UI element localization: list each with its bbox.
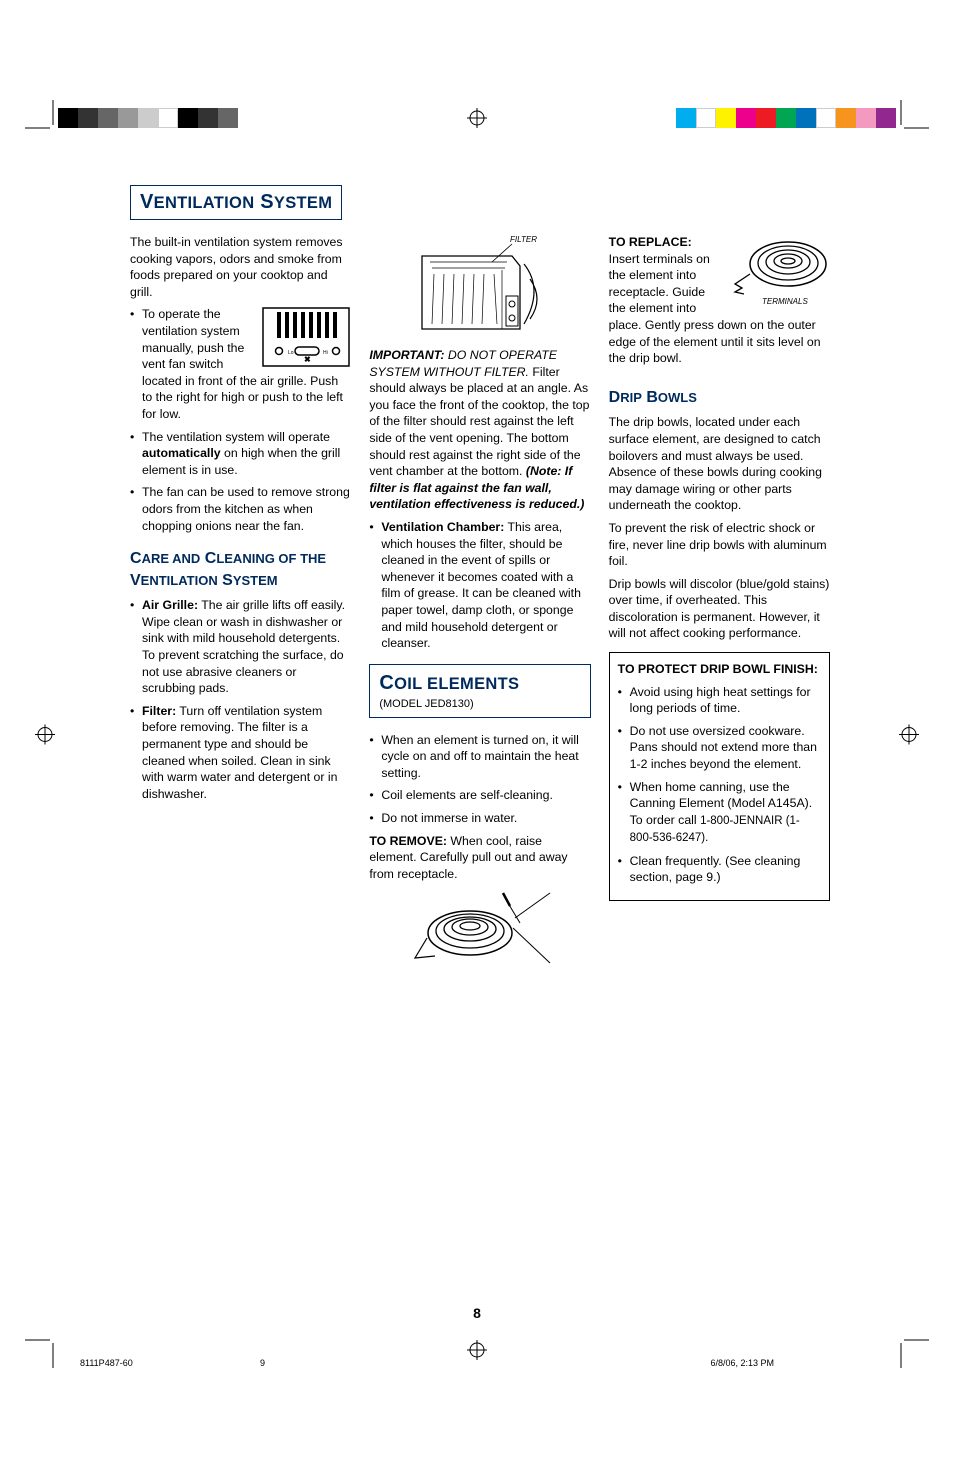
list-item: Do not immerse in water. xyxy=(369,810,590,827)
registration-mark-icon xyxy=(35,724,55,749)
drip-bowls-heading: DRIP BOWLS xyxy=(609,387,830,409)
list-item: The ventilation system will operate auto… xyxy=(130,429,351,479)
section-heading-box: COIL ELEMENTS (MODEL JED8130) xyxy=(369,664,590,718)
coil-model: (MODEL JED8130) xyxy=(379,697,580,712)
column-3: TERMINALS TO REPLACE: Insert terminals o… xyxy=(609,234,830,974)
column-2: FILTER IMPORTANT: DO NOT OPERATE SYSTEM xyxy=(369,234,590,974)
list-item: Do not use oversized cookware. Pans shou… xyxy=(618,723,821,773)
footer-page: 9 xyxy=(260,1358,265,1368)
svg-text:✖: ✖ xyxy=(304,355,311,364)
list-item: The fan can be used to remove strong odo… xyxy=(130,484,351,534)
page-number: 8 xyxy=(473,1305,481,1321)
registration-mark-icon xyxy=(467,108,487,133)
terminals-diagram: TERMINALS xyxy=(730,234,830,309)
footer-doc-id: 8111P487-60 xyxy=(80,1358,133,1368)
crop-mark xyxy=(891,1330,929,1373)
body-text: To prevent the risk of electric shock or… xyxy=(609,520,830,570)
svg-text:TERMINALS: TERMINALS xyxy=(762,297,808,306)
box-title: TO PROTECT DRIP BOWL FINISH: xyxy=(618,661,821,678)
crop-mark xyxy=(25,100,63,143)
printer-color-bars-left xyxy=(58,108,238,128)
care-cleaning-heading: CARE AND CLEANING OF THE VENTILATION SYS… xyxy=(130,548,351,591)
footer-date: 6/8/06, 2:13 PM xyxy=(710,1358,774,1368)
body-text: The drip bowls, located under each surfa… xyxy=(609,414,830,514)
ventilation-heading: VENTILATION SYSTEM xyxy=(140,194,332,212)
column-1: The built-in ventilation system removes … xyxy=(130,234,351,974)
coil-remove-diagram xyxy=(405,888,555,968)
list-item: Air Grille: The air grille lifts off eas… xyxy=(130,597,351,697)
protect-drip-bowl-box: TO PROTECT DRIP BOWL FINISH: Avoid using… xyxy=(609,652,830,901)
to-replace-text: TERMINALS TO REPLACE: Insert terminals o… xyxy=(609,234,830,367)
svg-text:FILTER: FILTER xyxy=(510,235,537,244)
registration-mark-icon xyxy=(467,1340,487,1365)
list-item: When home canning, use the Canning Eleme… xyxy=(618,779,821,847)
to-remove-text: TO REMOVE: When cool, raise element. Car… xyxy=(369,833,590,883)
page-content: VENTILATION SYSTEM The built-in ventilat… xyxy=(130,185,830,974)
list-item: Coil elements are self-cleaning. xyxy=(369,787,590,804)
printer-color-bars-right xyxy=(676,108,896,128)
list-item: Filter: Turn off ventilation system befo… xyxy=(130,703,351,803)
filter-diagram: FILTER xyxy=(392,234,567,339)
registration-mark-icon xyxy=(899,724,919,749)
important-note: IMPORTANT: DO NOT OPERATE SYSTEM WITHOUT… xyxy=(369,347,590,513)
list-item: When an element is turned on, it will cy… xyxy=(369,732,590,782)
crop-mark xyxy=(891,100,929,143)
vent-switch-diagram: Lo Hi ✖ xyxy=(261,306,351,368)
body-text: Drip bowls will discolor (blue/gold stai… xyxy=(609,576,830,642)
intro-text: The built-in ventilation system removes … xyxy=(130,234,351,300)
list-item: Ventilation Chamber: This area, which ho… xyxy=(369,519,590,652)
svg-text:Hi: Hi xyxy=(323,350,328,356)
list-item: Avoid using high heat settings for long … xyxy=(618,684,821,717)
svg-text:Lo: Lo xyxy=(288,350,294,356)
coil-elements-heading: COIL ELEMENTS xyxy=(379,670,580,697)
section-heading-box: VENTILATION SYSTEM xyxy=(130,185,342,220)
list-item: Clean frequently. (See cleaning section,… xyxy=(618,853,821,886)
list-item: Lo Hi ✖ To operate the ventilation syste… xyxy=(130,306,351,422)
crop-mark xyxy=(25,1330,63,1373)
